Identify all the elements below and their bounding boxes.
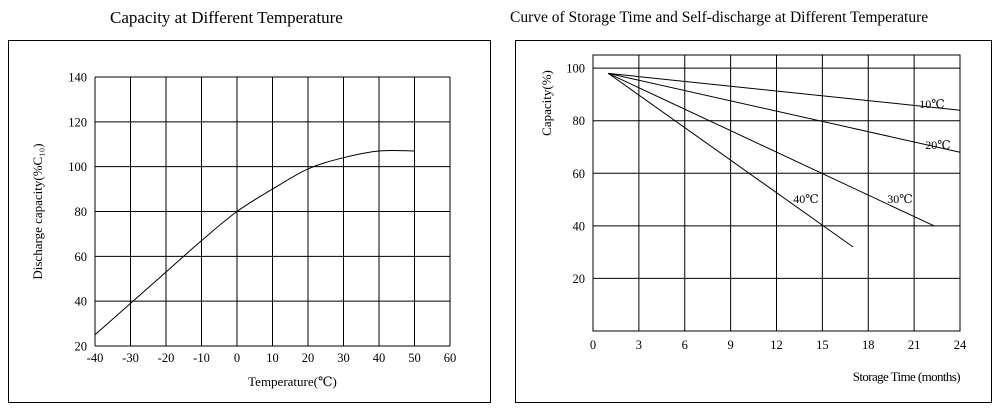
chart1-x-tick-label: -30	[122, 351, 139, 365]
chart1-x-tick-label: 0	[234, 351, 240, 365]
chart2-series-label: 20℃	[925, 138, 950, 152]
chart2-y-tick-label: 80	[573, 114, 586, 128]
chart1-y-tick-label: 20	[75, 340, 88, 354]
chart1-y-tick-label: 140	[68, 71, 87, 85]
chart2-x-tick-label: 12	[770, 338, 783, 352]
chart2-series-line	[608, 72, 961, 111]
chart2-x-tick-label: 18	[862, 338, 875, 352]
chart2-series-label: 40℃	[793, 192, 818, 206]
chart2-x-tick-label: 0	[590, 338, 596, 352]
chart2-series-line	[608, 72, 854, 248]
chart1-y-tick-label: 80	[75, 205, 88, 219]
chart1-y-tick-label: 100	[68, 160, 87, 174]
chart1-x-tick-label: 50	[408, 351, 421, 365]
chart2-series-line	[608, 72, 935, 227]
chart1-x-tick-label: -20	[158, 351, 175, 365]
chart1-x-axis-label: Temperature(℃)	[248, 374, 337, 389]
chart1-y-axis-label: Discharge capacity(%C₁₀)	[30, 143, 45, 279]
chart1-y-tick-label: 120	[68, 115, 87, 129]
chart1-title: Capacity at Different Temperature	[110, 8, 343, 27]
chart2-x-tick-label: 21	[908, 338, 921, 352]
chart1-series-line	[94, 149, 415, 336]
chart1-x-tick-label: -40	[87, 351, 104, 365]
chart2-y-tick-label: 40	[573, 219, 586, 233]
chart1-x-tick-label: -10	[193, 351, 210, 365]
chart2-x-tick-label: 6	[682, 338, 688, 352]
chart1-x-tick-label: 60	[444, 351, 457, 365]
chart2-y-axis-label: Capacity(%)	[539, 70, 554, 136]
chart2-x-tick-label: 9	[728, 338, 734, 352]
chart2-series-line	[608, 72, 961, 153]
chart1-x-tick-label: 20	[302, 351, 315, 365]
chart2-x-tick-label: 15	[816, 338, 829, 352]
chart2-title: Curve of Storage Time and Self-discharge…	[510, 9, 929, 26]
chart1-frame	[8, 40, 491, 403]
chart1-y-tick-label: 40	[75, 295, 88, 309]
chart2-y-tick-label: 60	[573, 167, 586, 181]
chart2-x-tick-label: 3	[636, 338, 642, 352]
chart2-series-label: 10℃	[919, 97, 944, 111]
chart2-x-tick-label: 24	[954, 338, 967, 352]
chart2-series-label: 30℃	[887, 192, 912, 206]
chart2-x-axis-label: Storage Time (months)	[853, 369, 961, 384]
chart2-frame	[515, 40, 992, 403]
chart2-y-tick-label: 100	[566, 62, 585, 76]
chart1-x-tick-label: 10	[266, 351, 279, 365]
chart2-y-tick-label: 20	[573, 272, 586, 286]
chart1-y-tick-label: 60	[75, 250, 88, 264]
chart1-x-tick-label: 30	[337, 351, 350, 365]
chart1-x-tick-label: 40	[373, 351, 386, 365]
